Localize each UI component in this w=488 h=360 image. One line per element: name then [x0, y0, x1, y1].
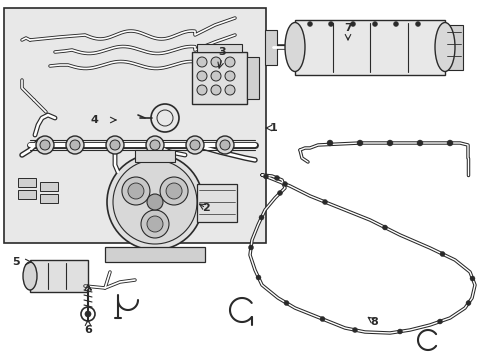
Bar [294, 20, 444, 75]
Bar [4, 8, 265, 243]
Circle shape [284, 301, 288, 306]
Bar [197, 184, 237, 222]
Bar [197, 44, 242, 52]
Circle shape [220, 140, 229, 150]
Circle shape [259, 215, 264, 220]
Bar [18, 190, 36, 199]
Text: 4: 4 [90, 115, 98, 125]
Circle shape [190, 140, 200, 150]
Circle shape [40, 140, 50, 150]
Circle shape [141, 210, 169, 238]
Circle shape [350, 22, 355, 27]
Circle shape [397, 329, 402, 334]
Circle shape [416, 140, 422, 146]
Circle shape [372, 22, 377, 27]
Text: 6: 6 [84, 325, 92, 335]
Bar [246, 57, 259, 99]
Circle shape [197, 71, 206, 81]
Circle shape [128, 183, 143, 199]
Circle shape [122, 177, 150, 205]
Circle shape [224, 85, 235, 95]
Circle shape [386, 140, 392, 146]
Circle shape [256, 275, 261, 280]
Circle shape [70, 140, 80, 150]
Bar [30, 260, 88, 292]
Circle shape [36, 136, 54, 154]
Bar [192, 52, 246, 104]
Circle shape [439, 252, 444, 256]
Circle shape [274, 176, 279, 180]
Circle shape [85, 311, 91, 317]
Circle shape [263, 174, 268, 179]
Text: 7: 7 [344, 23, 351, 33]
Circle shape [465, 301, 470, 306]
Bar [18, 178, 36, 187]
Circle shape [469, 276, 474, 281]
Circle shape [352, 328, 357, 333]
Circle shape [415, 22, 420, 27]
Circle shape [106, 136, 124, 154]
Text: 8: 8 [369, 317, 377, 327]
Bar [135, 150, 175, 162]
Circle shape [150, 140, 160, 150]
Circle shape [197, 85, 206, 95]
Bar [264, 30, 276, 65]
Circle shape [393, 22, 398, 27]
Circle shape [210, 71, 221, 81]
Circle shape [197, 57, 206, 67]
Text: 2: 2 [202, 203, 209, 213]
Text: 3: 3 [218, 47, 225, 57]
Circle shape [146, 136, 163, 154]
Circle shape [216, 136, 234, 154]
Circle shape [147, 216, 163, 232]
Text: 5: 5 [12, 257, 20, 267]
Ellipse shape [23, 262, 37, 290]
Circle shape [248, 245, 253, 250]
Circle shape [307, 22, 312, 27]
Circle shape [110, 140, 120, 150]
Circle shape [282, 181, 287, 186]
Circle shape [66, 136, 84, 154]
Ellipse shape [434, 23, 454, 72]
Circle shape [319, 316, 325, 321]
Circle shape [326, 140, 332, 146]
Bar [40, 182, 58, 191]
Circle shape [224, 57, 235, 67]
Circle shape [185, 136, 203, 154]
Circle shape [107, 154, 203, 250]
Bar [40, 194, 58, 203]
Circle shape [356, 140, 362, 146]
Circle shape [382, 225, 386, 230]
Circle shape [210, 57, 221, 67]
Bar [444, 25, 462, 70]
Ellipse shape [285, 23, 305, 72]
Circle shape [446, 140, 452, 146]
Bar [105, 247, 204, 262]
Circle shape [113, 160, 197, 244]
Text: 1: 1 [269, 123, 277, 133]
Circle shape [224, 71, 235, 81]
Circle shape [328, 22, 333, 27]
Circle shape [166, 183, 182, 199]
Circle shape [322, 199, 327, 204]
Circle shape [160, 177, 188, 205]
Circle shape [437, 319, 442, 324]
Circle shape [277, 190, 282, 195]
Circle shape [210, 85, 221, 95]
Circle shape [147, 194, 163, 210]
